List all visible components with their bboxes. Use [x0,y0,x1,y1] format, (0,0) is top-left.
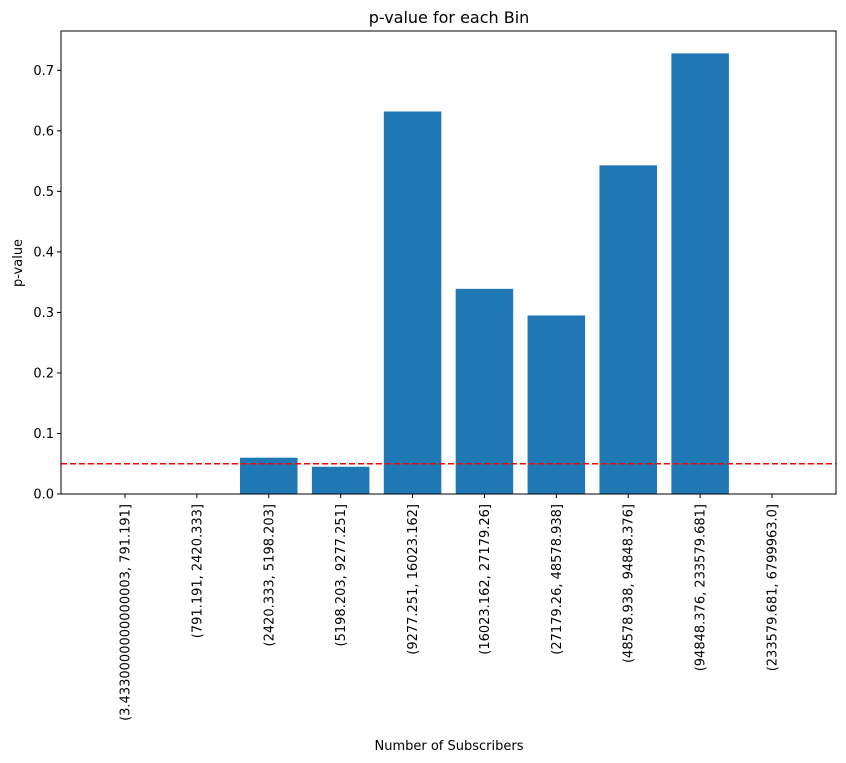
y-tick-label: 0.1 [33,427,54,442]
x-axis-label: Number of Subscribers [374,739,523,754]
x-tick-label: (791.191, 2420.333] [190,504,205,638]
x-tick-label: (9277.251, 16023.162] [406,504,421,655]
y-tick-label: 0.2 [33,366,54,381]
x-axis: (3.4330000000000003, 791.191] (791.191, 2… [118,494,781,721]
x-tick-label: (2420.333, 5198.203] [262,504,277,646]
x-tick-label: (27179.26, 48578.938] [550,504,565,655]
y-tick-label: 0.6 [33,124,54,139]
bar [527,315,586,494]
x-tick-label: (16023.162, 27179.26] [478,504,493,655]
bar [671,53,729,494]
bar [383,111,442,494]
y-tick-label: 0.4 [33,245,54,260]
bar [599,165,657,495]
bar [311,466,370,494]
x-tick-label: (5198.203, 9277.251] [334,504,349,646]
y-tick-label: 0.0 [33,488,54,503]
bar [455,288,514,494]
x-tick-label: (48578.938, 94848.376] [622,504,637,663]
y-tick-label: 0.7 [33,64,54,79]
y-tick-label: 0.3 [33,306,54,321]
y-tick-label: 0.5 [33,185,54,200]
y-axis: 0.0 0.1 0.2 0.3 0.4 0.5 0.6 0.7 [33,64,61,503]
x-tick-label: (3.4330000000000003, 791.191] [118,504,133,721]
x-tick-label: (94848.376, 233579.681] [694,504,709,671]
y-axis-label: p-value [11,239,26,287]
chart-title: p-value for each Bin [369,8,530,27]
bars-group [240,53,729,495]
x-tick-label: (233579.681, 6799963.0] [766,504,781,671]
plot-frame [60,30,837,495]
